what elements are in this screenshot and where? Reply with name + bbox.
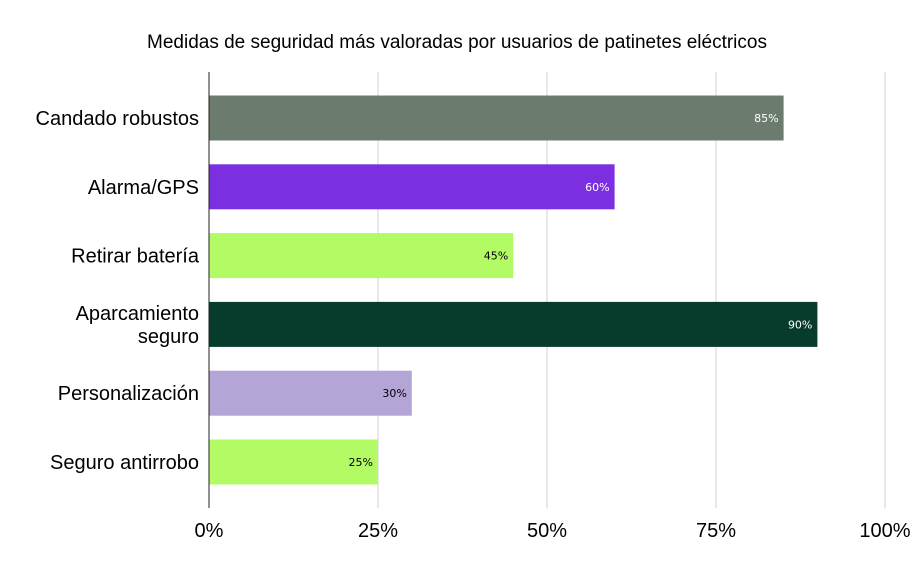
data-label: 90%: [788, 318, 812, 331]
data-label: 60%: [585, 181, 609, 194]
data-label: 45%: [484, 250, 508, 263]
category-label-line: Seguro antirrobo: [50, 452, 199, 474]
data-label: 25%: [349, 456, 373, 469]
x-tick-label: 75%: [696, 520, 736, 542]
bar: [209, 164, 615, 210]
category-label: Personalización: [58, 383, 199, 405]
bars: 85% 60% 45% 90% 30% 25%: [209, 95, 818, 485]
x-tick-label: 50%: [527, 520, 567, 542]
category-label: Candado robustos: [36, 108, 199, 130]
x-tick-label: 0%: [195, 520, 224, 542]
chart-title: Medidas de seguridad más valoradas por u…: [147, 32, 767, 53]
category-label-line: Retirar batería: [71, 246, 200, 268]
bar: [209, 370, 412, 416]
category-label: Seguro antirrobo: [50, 452, 199, 474]
x-tick-labels: 0% 25% 50% 75% 100%: [195, 520, 911, 542]
data-label: 30%: [382, 387, 406, 400]
data-label: 85%: [754, 112, 778, 125]
grid-lines: [377, 72, 886, 508]
bar: [209, 233, 514, 279]
category-label-line: Candado robustos: [36, 108, 199, 130]
category-label: Retirar batería: [71, 246, 200, 268]
category-label-line: Aparcamiento: [76, 303, 199, 325]
category-label: Aparcamiento seguro: [76, 303, 199, 348]
bar: [209, 439, 378, 485]
category-label-line: Alarma/GPS: [88, 177, 199, 199]
bar: [209, 301, 818, 347]
x-tick-label: 100%: [859, 520, 910, 542]
category-labels: Candado robustos Alarma/GPS Retirar baterí…: [36, 108, 200, 474]
x-tick-label: 25%: [358, 520, 398, 542]
category-label-line: seguro: [138, 326, 199, 348]
category-label-line: Personalización: [58, 383, 199, 405]
bar: [209, 95, 784, 141]
category-label: Alarma/GPS: [88, 177, 199, 199]
